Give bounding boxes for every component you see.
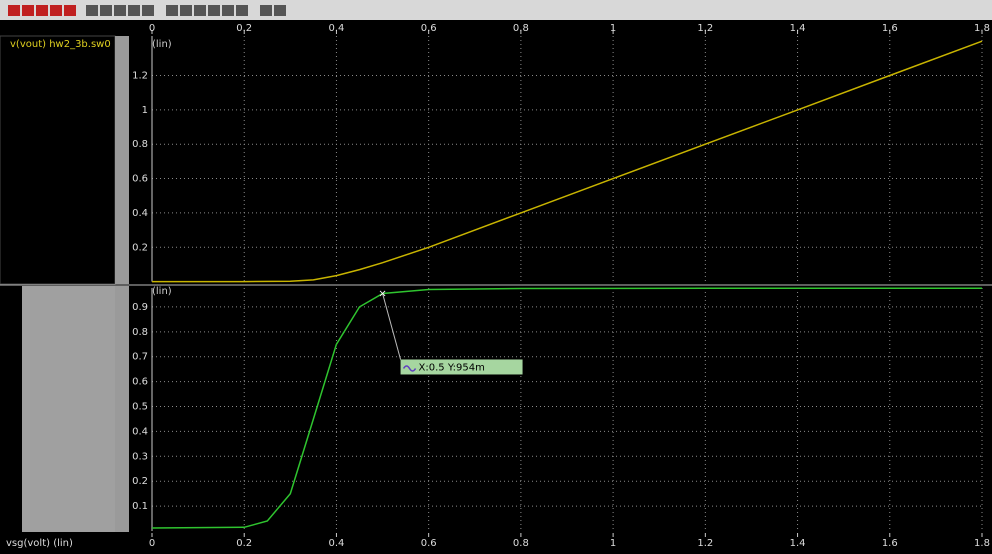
- x-tick-label: 1: [610, 538, 616, 549]
- y-tick-label: 0.3: [132, 451, 148, 462]
- x-tick-label: 0.6: [421, 538, 437, 549]
- tool-button[interactable]: [50, 5, 62, 16]
- tool-button[interactable]: [142, 5, 154, 16]
- y-tick-label: 1.2: [132, 71, 148, 82]
- y-tick-label: 0.4: [132, 426, 148, 437]
- tool-button[interactable]: [166, 5, 178, 16]
- x-tick-label: 0.8: [513, 538, 529, 549]
- tool-button[interactable]: [114, 5, 126, 16]
- signal-line: [152, 40, 983, 283]
- x-tick-label: 1.2: [697, 23, 713, 34]
- tool-button[interactable]: [274, 5, 286, 16]
- toolbar-buttons: [8, 5, 286, 16]
- tool-button[interactable]: [128, 5, 140, 16]
- y-tick-label: 0.8: [132, 139, 148, 150]
- x-tick-label: 0.8: [513, 23, 529, 34]
- y-tick-label: 0.2: [132, 242, 148, 253]
- scrollbar[interactable]: [115, 286, 129, 532]
- tool-button[interactable]: [64, 5, 76, 16]
- tool-button[interactable]: [222, 5, 234, 16]
- y-tick-label: 0.8: [132, 327, 148, 338]
- x-tick-label: 0.4: [328, 538, 344, 549]
- x-tick-label: 0: [149, 23, 155, 34]
- tool-button[interactable]: [100, 5, 112, 16]
- scrollbar[interactable]: [115, 36, 129, 284]
- x-tick-label: 1.4: [790, 23, 806, 34]
- label-panel: [0, 35, 116, 285]
- x-tick-label: 1.8: [974, 538, 990, 549]
- y-tick-label: 0.2: [132, 476, 148, 487]
- signal-label: v(vout) hw2_3b.sw0: [10, 39, 111, 50]
- x-tick-label: 0: [149, 538, 155, 549]
- y-tick-label: 0.4: [132, 208, 148, 219]
- annotation-text: X:0.5 Y:954m: [419, 362, 485, 373]
- tool-button[interactable]: [86, 5, 98, 16]
- y-tick-label: 0.1: [132, 501, 148, 512]
- annotation-box: [400, 359, 523, 375]
- y-tick-label: 0.6: [132, 174, 148, 185]
- tool-button[interactable]: [208, 5, 220, 16]
- x-tick-label: 0.6: [421, 23, 437, 34]
- signal-line: [151, 287, 982, 529]
- x-tick-label: 0.2: [236, 23, 252, 34]
- x-tick-label: 1.4: [790, 538, 806, 549]
- x-tick-label: 1: [610, 23, 616, 34]
- tool-button[interactable]: [36, 5, 48, 16]
- annotation-leader: [382, 293, 402, 360]
- tool-button[interactable]: [236, 5, 248, 16]
- annotation-icon: [402, 365, 417, 372]
- x-tick-label: 0.4: [328, 23, 344, 34]
- tool-button[interactable]: [194, 5, 206, 16]
- y-tick-label: 0.9: [132, 302, 148, 313]
- tool-button[interactable]: [8, 5, 20, 16]
- y-scale-label: (lin): [152, 39, 172, 50]
- annotation-marker: ×: [378, 288, 386, 299]
- tool-button[interactable]: [22, 5, 34, 16]
- x-tick-label: 1.6: [882, 23, 898, 34]
- y-tick-label: 0.6: [132, 377, 148, 388]
- x-tick-label: 1.8: [974, 23, 990, 34]
- y-tick-label: 0.5: [132, 402, 148, 413]
- y-tick-label: 1: [142, 105, 148, 116]
- tool-button[interactable]: [260, 5, 272, 16]
- y-tick-label: 0.7: [132, 352, 148, 363]
- y-scale-label: (lin): [152, 286, 172, 297]
- x-tick-label: 1.2: [697, 538, 713, 549]
- x-axis-label: vsg(volt) (lin): [6, 538, 73, 549]
- x-tick-label: 1.6: [882, 538, 898, 549]
- label-panel-selected: [22, 286, 115, 532]
- tool-button[interactable]: [180, 5, 192, 16]
- x-tick-label: 0.2: [236, 538, 252, 549]
